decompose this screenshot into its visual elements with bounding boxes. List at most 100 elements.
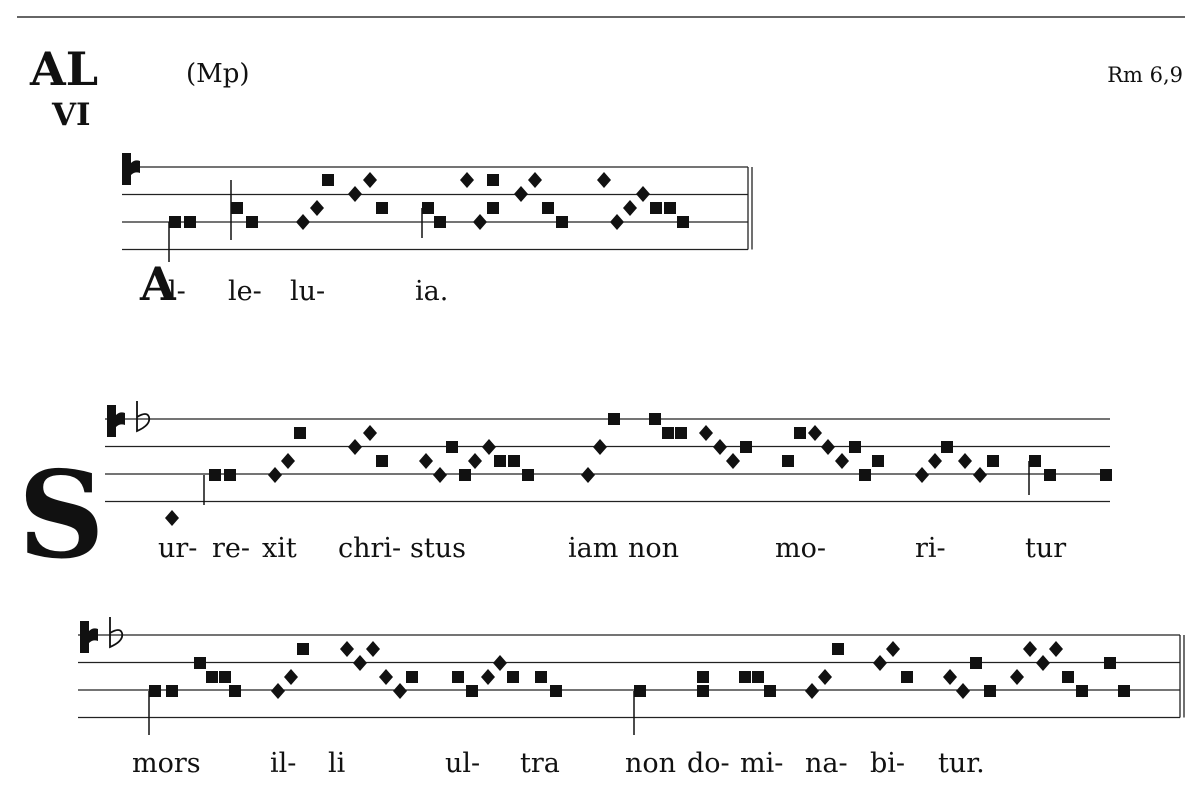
initial: A: [139, 257, 177, 311]
syllable: na-: [805, 748, 848, 779]
punctum: [677, 216, 689, 228]
syllable: chri-: [338, 533, 401, 564]
punctum: [556, 216, 568, 228]
rhombus: [460, 172, 474, 188]
punctum: [206, 671, 218, 683]
punctum: [675, 427, 687, 439]
punctum: [166, 685, 178, 697]
punctum: [764, 685, 776, 697]
punctum: [1062, 671, 1074, 683]
punctum: [246, 216, 258, 228]
rhombus: [363, 425, 377, 441]
punctum: [294, 427, 306, 439]
lyrics: Al-le-lu-ia.S ur-re-xit chri-stus iam non mo-…: [18, 257, 1066, 779]
syllable: li: [328, 748, 346, 779]
syllable: il-: [270, 748, 296, 779]
rhombus: [1049, 641, 1063, 657]
punctum: [376, 455, 388, 467]
punctum: [650, 202, 662, 214]
rhombus: [835, 453, 849, 469]
rhombus: [713, 439, 727, 455]
punctum: [649, 413, 661, 425]
punctum: [662, 427, 674, 439]
rhombus: [353, 655, 367, 671]
punctum: [149, 685, 161, 697]
rhombus: [593, 439, 607, 455]
rhombus: [528, 172, 542, 188]
syllable: mo-: [775, 533, 826, 564]
rhombus: [393, 683, 407, 699]
punctum: [322, 174, 334, 186]
punctum: [466, 685, 478, 697]
punctum: [406, 671, 418, 683]
punctum: [832, 643, 844, 655]
syllable: non: [628, 533, 679, 564]
punctum: [550, 685, 562, 697]
punctum: [434, 216, 446, 228]
rhombus: [310, 200, 324, 216]
rhombus: [943, 669, 957, 685]
punctum: [782, 455, 794, 467]
syllable: stus: [410, 533, 466, 564]
rhombus: [818, 669, 832, 685]
punctum: [984, 685, 996, 697]
punctum: [522, 469, 534, 481]
rhombus: [363, 172, 377, 188]
punctum: [224, 469, 236, 481]
punctum: [752, 671, 764, 683]
rhombus: [348, 186, 362, 202]
rhombus: [482, 439, 496, 455]
syllable: lu-: [290, 276, 325, 307]
syllable: iam: [568, 533, 618, 564]
mode-number: VI: [51, 97, 91, 133]
rhombus: [379, 669, 393, 685]
rhombus: [958, 453, 972, 469]
syllable: ul-: [445, 748, 480, 779]
staff: [78, 634, 1185, 719]
rhombus: [581, 467, 595, 483]
punctum: [901, 671, 913, 683]
punctum: [739, 671, 751, 683]
staff: [122, 166, 753, 251]
syllable: l-: [168, 276, 186, 307]
rhombus: [821, 439, 835, 455]
rhombus: [493, 655, 507, 671]
punctum: [987, 455, 999, 467]
rhombus: [281, 453, 295, 469]
punctum: [872, 455, 884, 467]
punctum: [608, 413, 620, 425]
syllable: mors: [132, 748, 201, 779]
punctum: [535, 671, 547, 683]
punctum: [849, 441, 861, 453]
syllable: do-: [687, 748, 730, 779]
punctum: [487, 174, 499, 186]
clef: [122, 153, 140, 185]
source: (Mp): [186, 59, 250, 89]
rhombus: [873, 655, 887, 671]
rhombus: [1036, 655, 1050, 671]
syllable: ri-: [915, 533, 946, 564]
rhombus: [915, 467, 929, 483]
rhombus: [886, 641, 900, 657]
rhombus: [808, 425, 822, 441]
punctum: [231, 202, 243, 214]
syllable: ia.: [415, 276, 448, 307]
syllable: tra: [520, 748, 560, 779]
rhombus: [366, 641, 380, 657]
punctum: [1104, 657, 1116, 669]
punctum: [446, 441, 458, 453]
rhombus: [636, 186, 650, 202]
rhombus: [468, 453, 482, 469]
rhombus: [296, 214, 310, 230]
punctum: [494, 455, 506, 467]
punctum: [508, 455, 520, 467]
punctum: [1044, 469, 1056, 481]
syllable: bi-: [870, 748, 905, 779]
rhombus: [805, 683, 819, 699]
punctum: [422, 202, 434, 214]
punctum: [697, 671, 709, 683]
rhombus: [1023, 641, 1037, 657]
clef: [80, 621, 98, 653]
rhombus: [956, 683, 970, 699]
